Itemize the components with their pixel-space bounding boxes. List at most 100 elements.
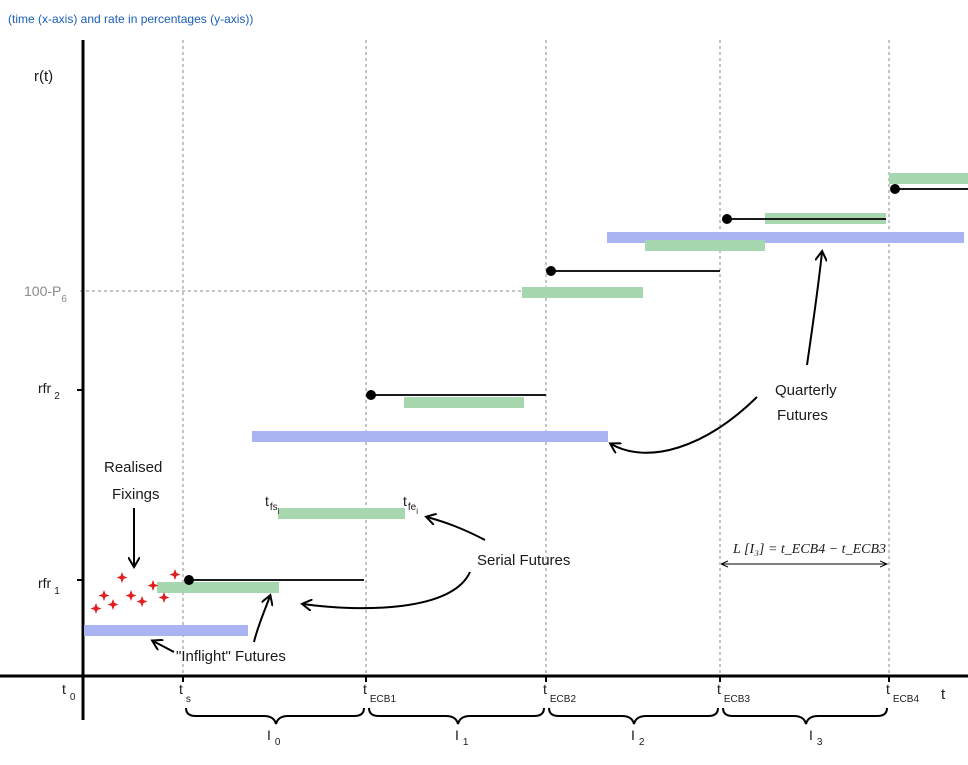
interval-main: I [455,727,459,743]
fixing-mark [98,590,110,601]
tfs-main: t [265,493,269,509]
x-tick-label-tecb2: tECB2 [543,681,576,705]
x-tick-sub: 0 [70,692,76,703]
inflight-futures-label: "Inflight" Futures [176,648,286,665]
step-dot-2 [546,266,556,276]
quarterly-futures-bars [84,232,964,636]
interval-main: I [267,727,271,743]
x-tick-sub: ECB1 [370,694,397,705]
y-tick-sub: 1 [54,586,60,597]
quarterly-futures-label: Quarterly [775,382,837,399]
arrow-inflight-to-bar [153,641,175,653]
fixing-mark [116,572,128,583]
y-tick-main: rfr [38,380,52,396]
y-tick-label-rfr2: rfr2 [38,380,60,402]
tfe-main: t [403,493,407,509]
interval-sub: 3 [817,737,823,748]
interval-sub: 2 [639,737,645,748]
interval-main: I [809,727,813,743]
y-tick-label-100-p6: 100-P6 [24,283,67,305]
y-tick-marks [77,389,83,581]
brace-i0 [185,707,365,725]
step-start-dots [184,184,900,585]
step-dot-3 [722,214,732,224]
x-tick-main: t [62,681,66,697]
x-tick-sub: s [186,694,191,705]
x-tick-main: t [717,681,721,697]
y-tick-main: 100-P [24,283,61,299]
x-tick-main: t [179,681,183,697]
x-tick-sub: ECB3 [724,694,751,705]
x-tick-sub: ECB2 [550,694,577,705]
green-bar-4 [522,287,643,298]
x-tick-main: t [363,681,367,697]
interval-length-formula: L [I₃] = t_ECB4 − t_ECB3 [732,542,886,557]
fixing-mark [107,599,119,610]
x-tick-label-tecb3: tECB3 [717,681,750,705]
interval-main: I [631,727,635,743]
arrow-serial-to-tfe [427,517,486,541]
x-tick-label-tecb1: tECB1 [363,681,396,705]
step-dot-0 [184,575,194,585]
annotation-arrows [134,252,822,653]
x-tick-main: t [543,681,547,697]
arrow-quarterly-to-blue2 [806,252,822,366]
x-axis-label: t [941,686,946,703]
arrow-inflight-to-green1 [253,596,270,643]
fixing-mark [136,596,148,607]
x-tick-marks [182,676,890,682]
y-tick-main: rfr [38,575,52,591]
tfe-subsub: i [416,507,418,516]
interval-sub: 0 [275,737,281,748]
tfe-sub: fe [408,502,417,513]
event-gridlines [80,40,890,676]
serial-futures-label: Serial Futures [477,552,570,569]
arrow-serial-to-green1 [303,571,471,608]
brace-i3 [722,707,888,725]
x-tick-label-tecb4: tECB4 [886,681,919,705]
figure-caption: (time (x-axis) and rate in percentages (… [8,12,254,26]
x-tick-label-ts: ts [179,681,191,705]
y-tick-sub: 2 [54,391,60,402]
fixing-mark [158,592,170,603]
y-tick-sub: 6 [61,294,67,305]
tfs-subsub: i [278,507,280,516]
tfs-label: tfsi [265,493,280,516]
tfe-label: tfei [403,493,418,516]
interval-braces [185,707,888,725]
realised-fixings-label-2: Fixings [112,486,160,503]
y-axis-label: r(t) [34,68,53,85]
rate-step-function [189,188,968,581]
brace-i1 [368,707,545,725]
x-tick-sub: ECB4 [893,694,920,705]
blue-bar-inflight [84,625,248,636]
quarterly-futures-label-2: Futures [777,407,828,424]
y-tick-label-rfr1: rfr1 [38,575,60,597]
x-tick-main: t [886,681,890,697]
realised-fixings [90,569,181,614]
tfs-sub: fs [270,502,278,513]
fixing-mark [125,590,137,601]
blue-bar-q2 [607,232,964,243]
fixing-mark [169,569,181,580]
fixing-mark [147,580,159,591]
step-dot-1 [366,390,376,400]
step-dot-4 [890,184,900,194]
arrow-quarterly-to-blue1 [611,396,758,454]
blue-bar-q1 [252,431,608,442]
green-bar-1 [157,582,279,593]
brace-i2 [548,707,719,725]
interval-sub: 1 [463,737,469,748]
green-bar-5 [645,240,765,251]
green-bar-7 [889,173,968,184]
realised-fixings-label: Realised [104,459,162,476]
fixing-mark [90,603,102,614]
x-tick-label-t0: t0 [62,681,76,703]
green-bar-2 [278,508,405,519]
green-bar-3 [404,397,524,408]
